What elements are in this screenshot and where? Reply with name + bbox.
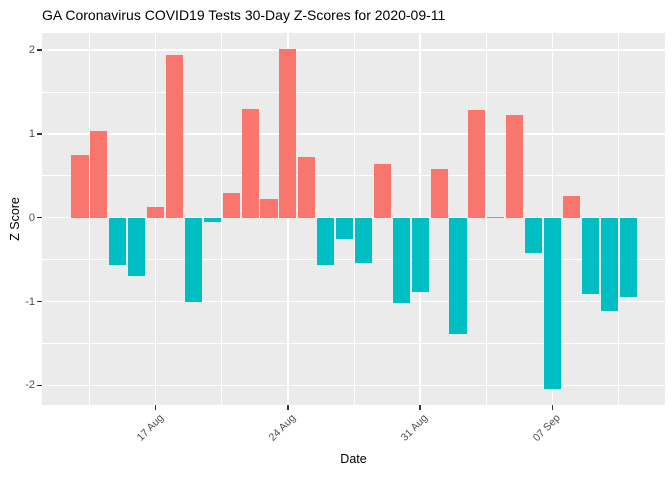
x-tick-label-text: 17 Aug [134, 412, 167, 444]
gridline-major [154, 33, 157, 405]
bar-21-aug [222, 192, 240, 218]
bar-24-aug [279, 49, 297, 218]
gridline-major [42, 216, 665, 219]
gridline-minor [42, 91, 665, 93]
x-tick-label-text: 31 Aug [399, 412, 431, 444]
bar-19-aug [184, 217, 202, 303]
bar-07-sep [543, 217, 562, 390]
x-tick-label-text: 07 Sep [530, 412, 563, 445]
x-tick-mark [287, 405, 289, 410]
bar-27-aug [336, 217, 354, 240]
y-tick-mark [37, 300, 42, 303]
gridline-minor [353, 33, 355, 405]
y-tick-label: -2 [25, 379, 35, 392]
y-tick-mark [37, 384, 42, 387]
bar-05-sep [506, 115, 524, 218]
chart-title: GA Coronavirus COVID19 Tests 30-Day Z-Sc… [42, 7, 446, 23]
gridline-minor [618, 33, 620, 405]
plot-panel [42, 33, 665, 405]
gridline-major [42, 384, 665, 387]
bar-29-aug [373, 164, 391, 218]
x-tick-mark [419, 405, 421, 410]
bar-09-sep [581, 217, 599, 294]
bar-20-aug [203, 217, 221, 222]
y-tick-label: 2 [28, 44, 35, 57]
gridline-minor [42, 259, 665, 261]
y-tick-mark [37, 216, 42, 219]
bar-01-sep [430, 169, 448, 218]
bar-28-aug [354, 217, 373, 263]
bar-11-sep [619, 217, 637, 298]
gridline-major [287, 33, 289, 405]
bar-18-aug [165, 55, 184, 218]
bar-15-aug [109, 217, 127, 265]
gridline-minor [42, 342, 665, 344]
bar-13-aug [71, 154, 89, 218]
gridline-minor [221, 33, 223, 405]
gridline-major [42, 300, 665, 303]
bar-04-sep [487, 216, 505, 218]
bar-23-aug [260, 199, 278, 218]
y-axis-title: Z Score [8, 197, 22, 241]
bar-26-aug [317, 217, 335, 266]
y-tick-mark [37, 133, 42, 135]
gridline-minor [88, 33, 90, 405]
x-axis-title: Date [340, 452, 367, 466]
bar-02-sep [449, 217, 467, 335]
gridline-major [42, 49, 665, 51]
bar-30-aug [392, 217, 410, 304]
x-tick-mark [154, 405, 157, 410]
gridline-minor [485, 33, 487, 405]
y-tick-label: 1 [28, 127, 35, 140]
gridline-major [42, 133, 665, 135]
y-tick-label: -1 [25, 295, 35, 308]
bar-14-aug [90, 131, 108, 218]
y-tick-mark [37, 49, 42, 51]
x-tick-label-text: 24 Aug [266, 412, 299, 444]
y-tick-label: 0 [28, 211, 35, 224]
bar-31-aug [411, 217, 429, 293]
x-tick-mark [551, 405, 554, 410]
bar-17-aug [147, 206, 165, 218]
bar-22-aug [241, 108, 259, 218]
bar-08-sep [562, 195, 580, 218]
bar-10-sep [600, 217, 618, 311]
bar-25-aug [298, 157, 316, 218]
bar-03-sep [468, 109, 486, 218]
gridline-minor [42, 175, 665, 177]
bar-06-sep [525, 217, 543, 253]
bar-16-aug [128, 217, 146, 277]
